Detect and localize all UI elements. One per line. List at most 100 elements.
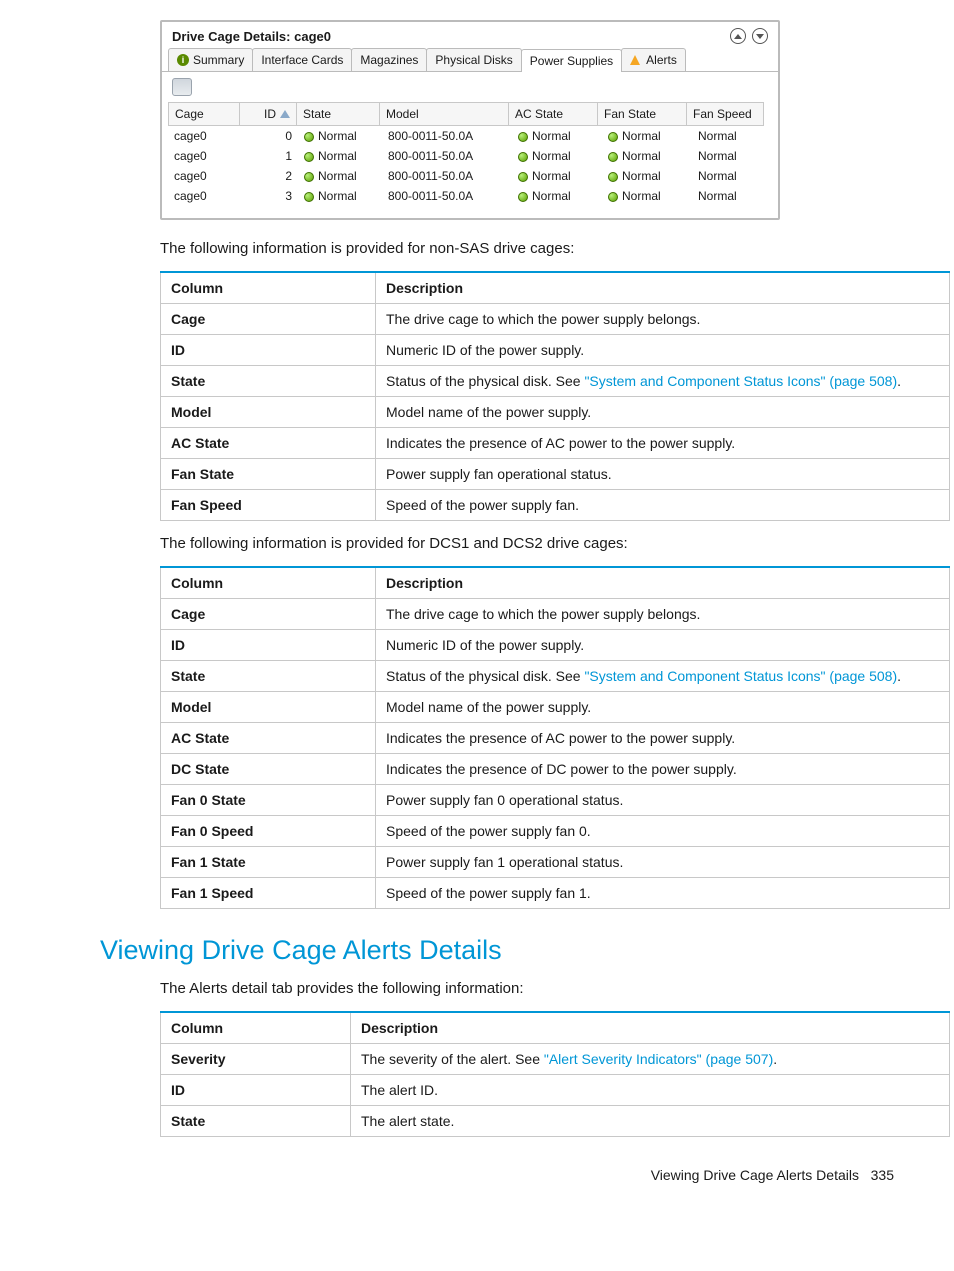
cell-fan: Normal bbox=[602, 166, 692, 186]
cell-column: ID bbox=[161, 630, 376, 661]
disk-icon[interactable] bbox=[172, 78, 192, 96]
table-row: IDThe alert ID. bbox=[161, 1075, 950, 1106]
cell-column: Fan 0 State bbox=[161, 785, 376, 816]
th-description: Description bbox=[376, 567, 950, 599]
table-row: IDNumeric ID of the power supply. bbox=[161, 630, 950, 661]
panel-controls bbox=[730, 28, 768, 44]
col-label: ID bbox=[264, 107, 276, 121]
cell-description: Numeric ID of the power supply. bbox=[376, 335, 950, 366]
status-dot-icon bbox=[608, 152, 618, 162]
col-fan-state[interactable]: Fan State bbox=[597, 102, 687, 126]
cell-model: 800-0011-50.0A bbox=[382, 186, 512, 206]
section-heading: Viewing Drive Cage Alerts Details bbox=[100, 935, 924, 966]
cell-fspeed: Normal bbox=[692, 166, 770, 186]
col-model[interactable]: Model bbox=[379, 102, 509, 126]
cell-description: The severity of the alert. See "Alert Se… bbox=[351, 1044, 950, 1075]
table-row: DC StateIndicates the presence of DC pow… bbox=[161, 754, 950, 785]
table-row: StateStatus of the physical disk. See "S… bbox=[161, 366, 950, 397]
table-row: StateThe alert state. bbox=[161, 1106, 950, 1137]
cell-fan: Normal bbox=[602, 186, 692, 206]
cell-column: Model bbox=[161, 692, 376, 723]
th-column: Column bbox=[161, 567, 376, 599]
cell-description: Power supply fan 1 operational status. bbox=[376, 847, 950, 878]
cross-ref-link[interactable]: "Alert Severity Indicators" (page 507) bbox=[544, 1051, 773, 1067]
table-row: Fan 1 SpeedSpeed of the power supply fan… bbox=[161, 878, 950, 909]
table-row: Fan 1 StatePower supply fan 1 operationa… bbox=[161, 847, 950, 878]
grid-row[interactable]: cage00Normal800-0011-50.0ANormalNormalNo… bbox=[162, 126, 778, 146]
cell-state: Normal bbox=[298, 166, 382, 186]
alert-icon bbox=[630, 55, 640, 65]
cell-fspeed: Normal bbox=[692, 126, 770, 146]
th-description: Description bbox=[376, 272, 950, 304]
cell-cage: cage0 bbox=[168, 186, 240, 206]
cross-ref-link[interactable]: "System and Component Status Icons" (pag… bbox=[584, 668, 897, 684]
cell-fan: Normal bbox=[602, 146, 692, 166]
col-ac-state[interactable]: AC State bbox=[508, 102, 598, 126]
cell-description: Power supply fan operational status. bbox=[376, 459, 950, 490]
cell-column: Fan 1 State bbox=[161, 847, 376, 878]
table-row: IDNumeric ID of the power supply. bbox=[161, 335, 950, 366]
table-row: Fan 0 SpeedSpeed of the power supply fan… bbox=[161, 816, 950, 847]
cell-description: The alert state. bbox=[351, 1106, 950, 1137]
col-fan-speed[interactable]: Fan Speed bbox=[686, 102, 764, 126]
tab-label: Physical Disks bbox=[435, 53, 512, 67]
tab-label: Alerts bbox=[646, 53, 677, 67]
th-description: Description bbox=[351, 1012, 950, 1044]
status-dot-icon bbox=[608, 172, 618, 182]
grid-header: Cage ID State Model AC State Fan State F… bbox=[162, 102, 778, 126]
collapse-up-icon[interactable] bbox=[730, 28, 746, 44]
table-row: CageThe drive cage to which the power su… bbox=[161, 599, 950, 630]
cell-description: Status of the physical disk. See "System… bbox=[376, 661, 950, 692]
grid-row[interactable]: cage01Normal800-0011-50.0ANormalNormalNo… bbox=[162, 146, 778, 166]
cell-model: 800-0011-50.0A bbox=[382, 126, 512, 146]
grid-row[interactable]: cage02Normal800-0011-50.0ANormalNormalNo… bbox=[162, 166, 778, 186]
cell-column: Cage bbox=[161, 304, 376, 335]
grid-row[interactable]: cage03Normal800-0011-50.0ANormalNormalNo… bbox=[162, 186, 778, 206]
cell-cage: cage0 bbox=[168, 166, 240, 186]
col-id[interactable]: ID bbox=[239, 102, 297, 126]
col-cage[interactable]: Cage bbox=[168, 102, 240, 126]
table-row: Fan SpeedSpeed of the power supply fan. bbox=[161, 490, 950, 521]
cell-column: Fan 0 Speed bbox=[161, 816, 376, 847]
cell-fspeed: Normal bbox=[692, 146, 770, 166]
tab-physical-disks[interactable]: Physical Disks bbox=[426, 48, 521, 71]
collapse-down-icon[interactable] bbox=[752, 28, 768, 44]
status-dot-icon bbox=[518, 192, 528, 202]
tab-label: Interface Cards bbox=[261, 53, 343, 67]
dcs-table: Column Description CageThe drive cage to… bbox=[160, 566, 950, 909]
cell-column: State bbox=[161, 661, 376, 692]
table-row: ModelModel name of the power supply. bbox=[161, 692, 950, 723]
page-footer: Viewing Drive Cage Alerts Details 335 bbox=[30, 1137, 924, 1183]
cell-id: 1 bbox=[240, 146, 298, 166]
cell-column: DC State bbox=[161, 754, 376, 785]
cell-column: State bbox=[161, 1106, 351, 1137]
status-dot-icon bbox=[518, 152, 528, 162]
toolbar bbox=[162, 72, 778, 102]
status-dot-icon bbox=[304, 152, 314, 162]
table-row: CageThe drive cage to which the power su… bbox=[161, 304, 950, 335]
col-state[interactable]: State bbox=[296, 102, 380, 126]
table-row: AC StateIndicates the presence of AC pow… bbox=[161, 723, 950, 754]
status-dot-icon bbox=[518, 172, 528, 182]
tab-magazines[interactable]: Magazines bbox=[351, 48, 427, 71]
tab-summary[interactable]: i Summary bbox=[168, 48, 253, 71]
cell-column: Cage bbox=[161, 599, 376, 630]
tab-bar: i Summary Interface Cards Magazines Physi… bbox=[162, 48, 778, 72]
cell-column: Severity bbox=[161, 1044, 351, 1075]
info-icon: i bbox=[177, 54, 189, 66]
tab-label: Summary bbox=[193, 53, 244, 67]
tab-power-supplies[interactable]: Power Supplies bbox=[521, 49, 622, 72]
cell-ac: Normal bbox=[512, 146, 602, 166]
tab-alerts[interactable]: Alerts bbox=[621, 48, 686, 71]
cell-column: ID bbox=[161, 335, 376, 366]
tab-interface-cards[interactable]: Interface Cards bbox=[252, 48, 352, 71]
drive-cage-panel: Drive Cage Details: cage0 iSummary Inter… bbox=[160, 20, 780, 220]
cell-description: Indicates the presence of AC power to th… bbox=[376, 428, 950, 459]
cross-ref-link[interactable]: "System and Component Status Icons" (pag… bbox=[584, 373, 897, 389]
cell-column: Model bbox=[161, 397, 376, 428]
cell-description: Indicates the presence of AC power to th… bbox=[376, 723, 950, 754]
cell-description: Speed of the power supply fan 1. bbox=[376, 878, 950, 909]
table-row: Fan 0 StatePower supply fan 0 operationa… bbox=[161, 785, 950, 816]
cell-description: Indicates the presence of DC power to th… bbox=[376, 754, 950, 785]
tab-label: Magazines bbox=[360, 53, 418, 67]
